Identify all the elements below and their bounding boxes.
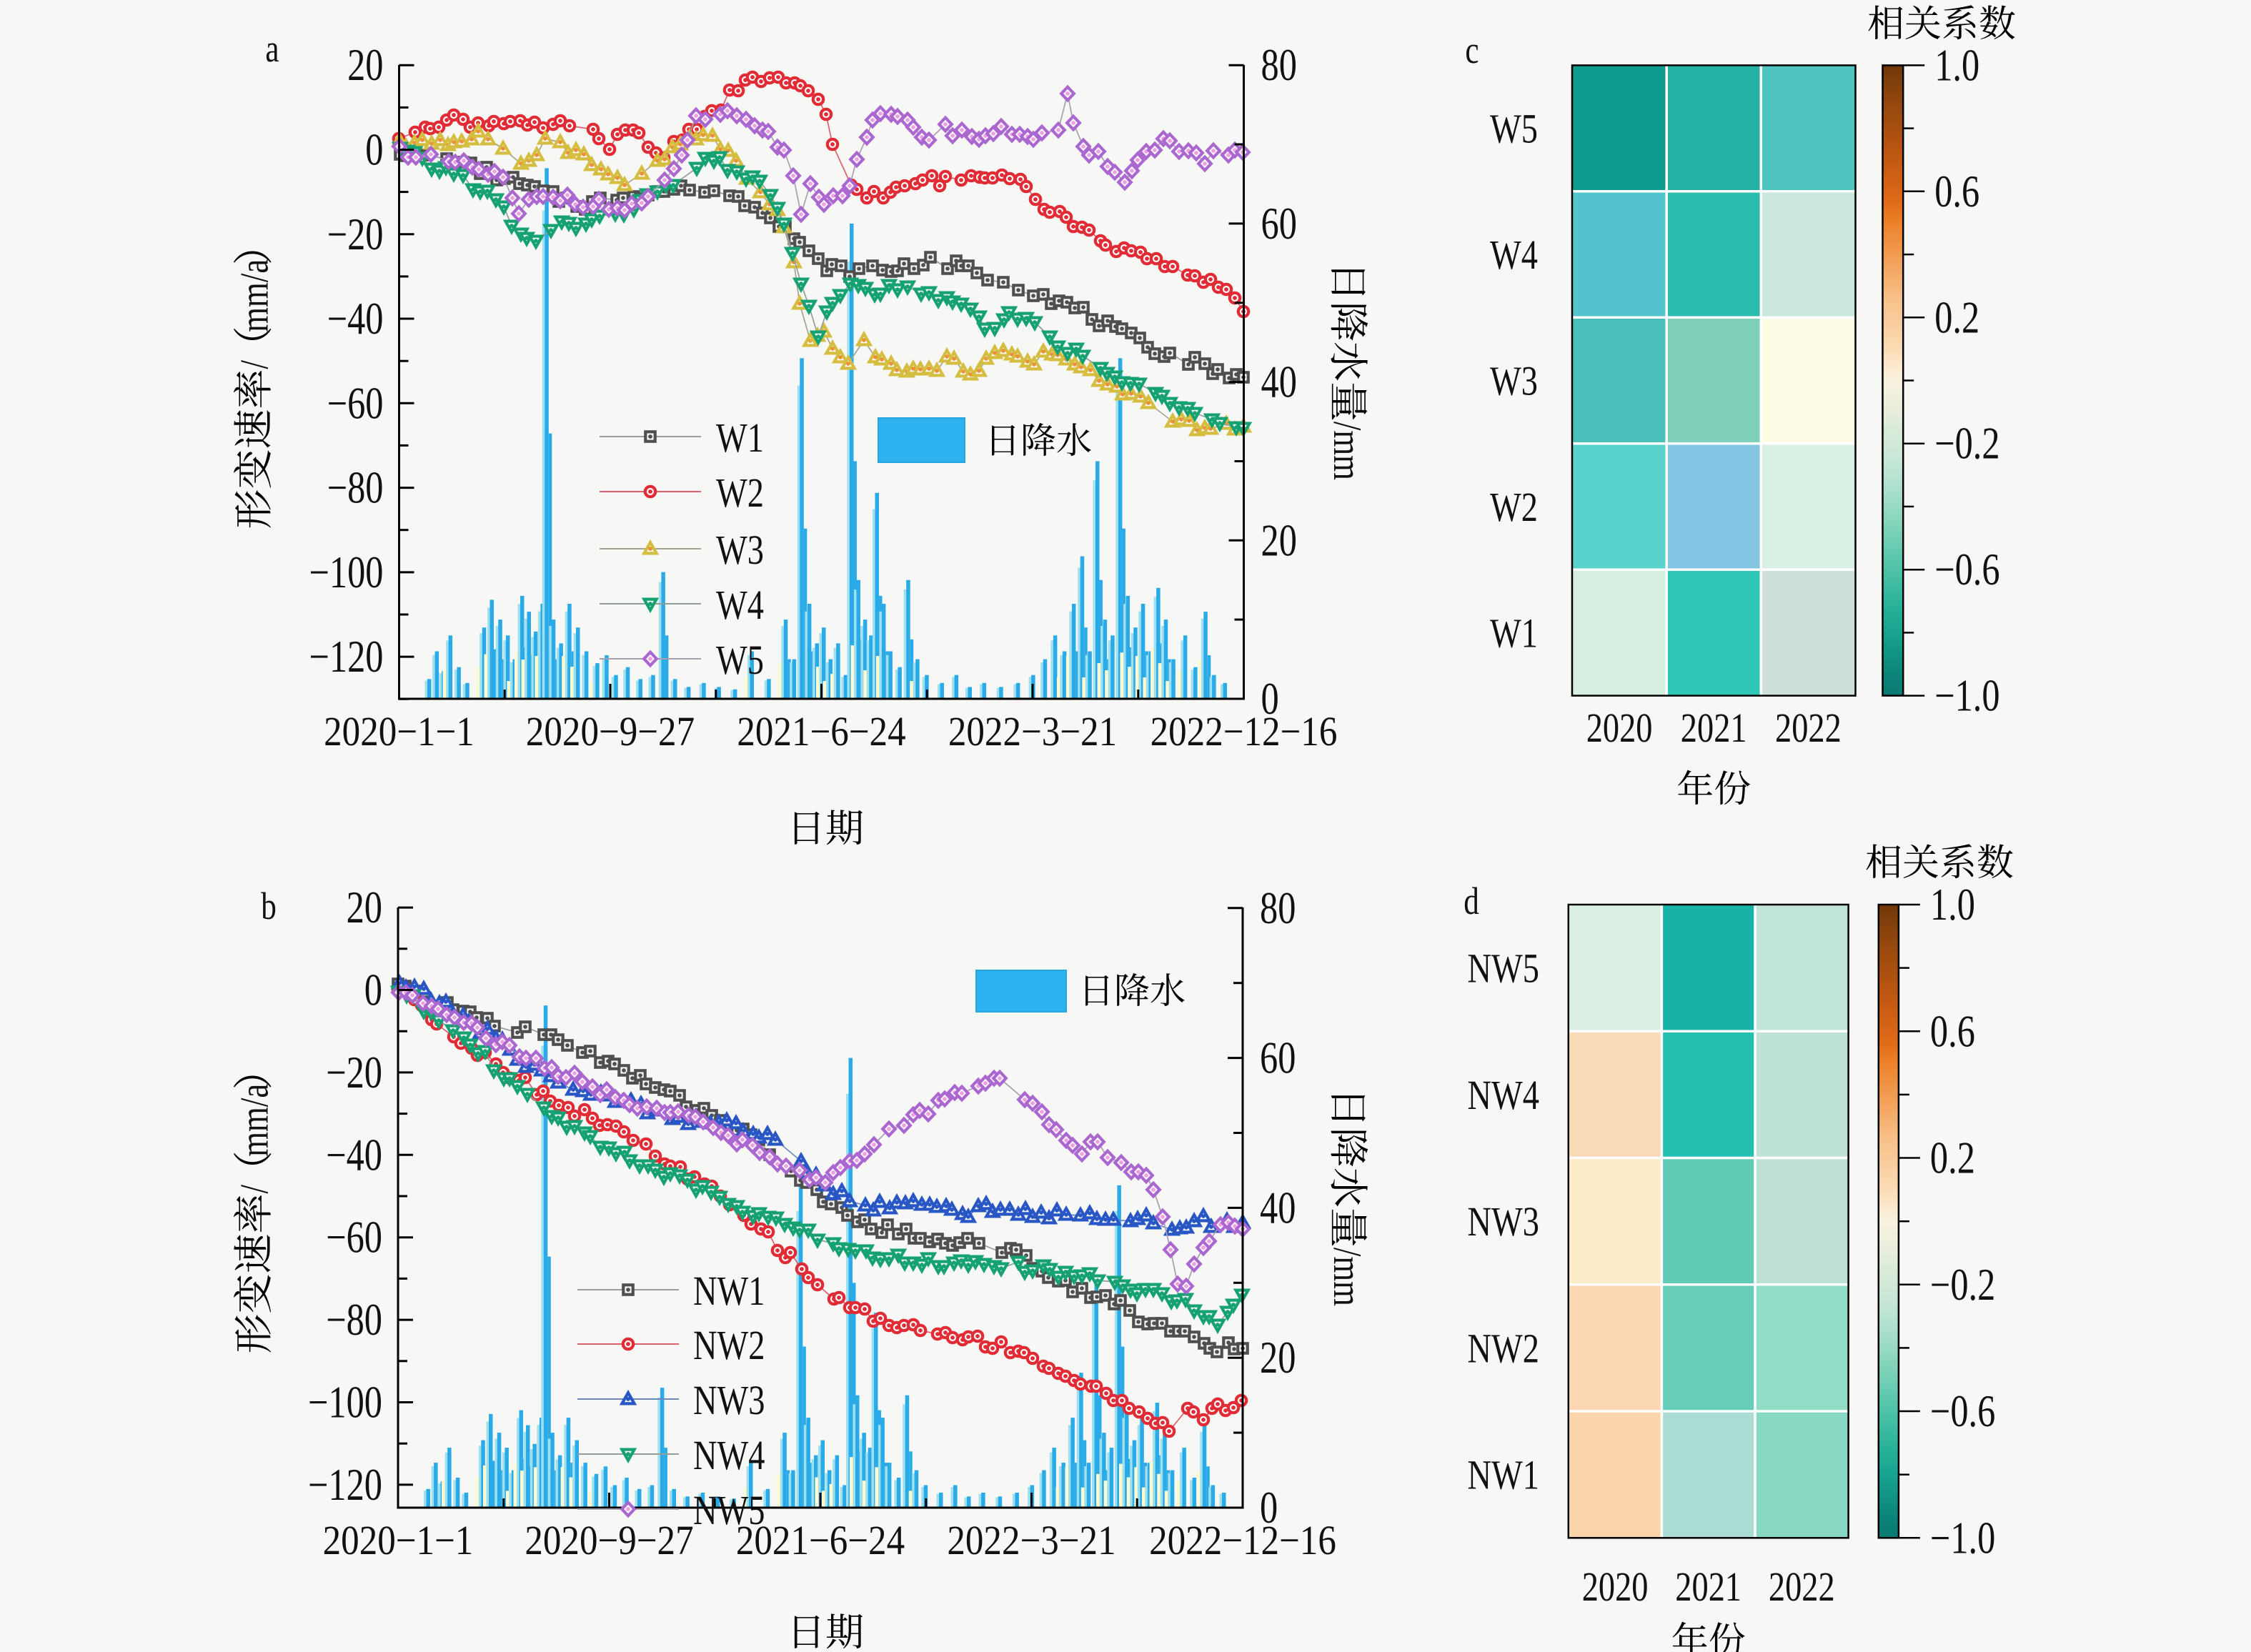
svg-text:/mm: /mm	[1326, 422, 1370, 480]
svg-text:−80: −80	[326, 1295, 382, 1345]
svg-text:60: 60	[1261, 199, 1297, 249]
svg-text:a: a	[265, 26, 279, 70]
svg-text:2020−9−27: 2020−9−27	[526, 708, 695, 755]
svg-text:/: /	[232, 1184, 277, 1193]
svg-text:−1.0: −1.0	[1930, 1513, 1995, 1563]
svg-text:−20: −20	[326, 1048, 382, 1098]
svg-text:2022: 2022	[1775, 705, 1842, 751]
svg-text:80: 80	[1260, 884, 1296, 934]
svg-text:2022−3−21: 2022−3−21	[948, 708, 1117, 755]
svg-text:mm/a: mm/a	[232, 259, 277, 332]
svg-text:20: 20	[1260, 1333, 1296, 1383]
svg-text:NW1: NW1	[1468, 1453, 1539, 1498]
svg-text:W3: W3	[1490, 359, 1538, 404]
svg-text:−0.2: −0.2	[1934, 419, 1999, 469]
svg-text:−100: −100	[309, 548, 384, 598]
svg-text:b: b	[261, 884, 277, 927]
svg-text:−0.2: −0.2	[1930, 1260, 1995, 1310]
svg-text:2021: 2021	[1675, 1564, 1741, 1610]
svg-text:40: 40	[1261, 357, 1297, 407]
svg-text:−0.6: −0.6	[1934, 545, 1999, 595]
svg-text:2020−9−27: 2020−9−27	[525, 1517, 693, 1563]
svg-text:2022−12−16: 2022−12−16	[1149, 1517, 1336, 1563]
svg-text:W1: W1	[1490, 611, 1538, 657]
svg-text:NW2: NW2	[693, 1323, 765, 1368]
svg-text:20: 20	[347, 41, 383, 91]
svg-text:−60: −60	[326, 1213, 382, 1263]
svg-text:40: 40	[1260, 1183, 1296, 1233]
svg-text:2021−6−24: 2021−6−24	[736, 1517, 905, 1563]
svg-text:−1.0: −1.0	[1934, 671, 1999, 721]
svg-text:2022−12−16: 2022−12−16	[1151, 708, 1338, 755]
svg-text:W3: W3	[716, 527, 764, 573]
svg-text:/: /	[232, 359, 277, 369]
svg-text:−40: −40	[326, 1130, 382, 1180]
svg-text:−100: −100	[308, 1378, 382, 1428]
svg-text:2021: 2021	[1681, 705, 1747, 751]
svg-text:W2: W2	[1490, 484, 1538, 530]
svg-text:NW3: NW3	[693, 1378, 765, 1423]
svg-text:−80: −80	[327, 463, 384, 513]
svg-text:20: 20	[1261, 516, 1297, 566]
svg-text:W5: W5	[716, 637, 764, 683]
svg-text:2022: 2022	[1769, 1564, 1835, 1610]
svg-text:NW5: NW5	[1468, 946, 1539, 992]
svg-text:NW5: NW5	[693, 1488, 765, 1533]
svg-text:NW4: NW4	[693, 1433, 765, 1478]
svg-text:2022−3−21: 2022−3−21	[947, 1517, 1115, 1563]
svg-text:20: 20	[347, 883, 382, 933]
svg-text:2020−1−1: 2020−1−1	[324, 708, 474, 755]
svg-text:c: c	[1465, 28, 1479, 71]
svg-text:W4: W4	[716, 582, 764, 628]
svg-text:80: 80	[1261, 41, 1297, 91]
svg-text:2021−6−24: 2021−6−24	[737, 708, 905, 755]
svg-text:−120: −120	[308, 1461, 382, 1511]
svg-text:−20: −20	[327, 210, 384, 260]
svg-text:−40: −40	[327, 294, 384, 344]
svg-text:2020: 2020	[1582, 1564, 1649, 1610]
svg-text:0.6: 0.6	[1930, 1007, 1975, 1057]
svg-text:60: 60	[1260, 1033, 1296, 1083]
svg-text:1.0: 1.0	[1930, 880, 1975, 930]
svg-text:1.0: 1.0	[1934, 41, 1979, 91]
svg-text:2020: 2020	[1586, 705, 1653, 751]
svg-text:W4: W4	[1490, 232, 1538, 278]
svg-text:W2: W2	[716, 470, 764, 516]
svg-text:d: d	[1464, 879, 1479, 922]
svg-text:0: 0	[1261, 675, 1279, 725]
svg-text:0.2: 0.2	[1930, 1133, 1975, 1183]
svg-text:−60: −60	[327, 379, 384, 429]
svg-text:NW2: NW2	[1468, 1326, 1539, 1372]
svg-text:NW3: NW3	[1468, 1199, 1539, 1245]
svg-text:NW4: NW4	[1468, 1073, 1539, 1118]
svg-text:W1: W1	[716, 415, 764, 461]
svg-text:0.6: 0.6	[1934, 167, 1979, 217]
svg-text:/mm: /mm	[1326, 1248, 1370, 1306]
svg-text:0.2: 0.2	[1934, 293, 1979, 343]
svg-text:2020−1−1: 2020−1−1	[323, 1517, 474, 1563]
svg-text:0: 0	[1260, 1483, 1278, 1533]
svg-text:0: 0	[365, 125, 383, 175]
svg-text:0: 0	[364, 965, 382, 1015]
svg-text:W5: W5	[1490, 106, 1538, 152]
svg-text:NW1: NW1	[693, 1268, 765, 1314]
svg-text:−0.6: −0.6	[1930, 1387, 1995, 1437]
svg-text:−120: −120	[309, 632, 384, 682]
svg-text:mm/a: mm/a	[232, 1084, 277, 1157]
